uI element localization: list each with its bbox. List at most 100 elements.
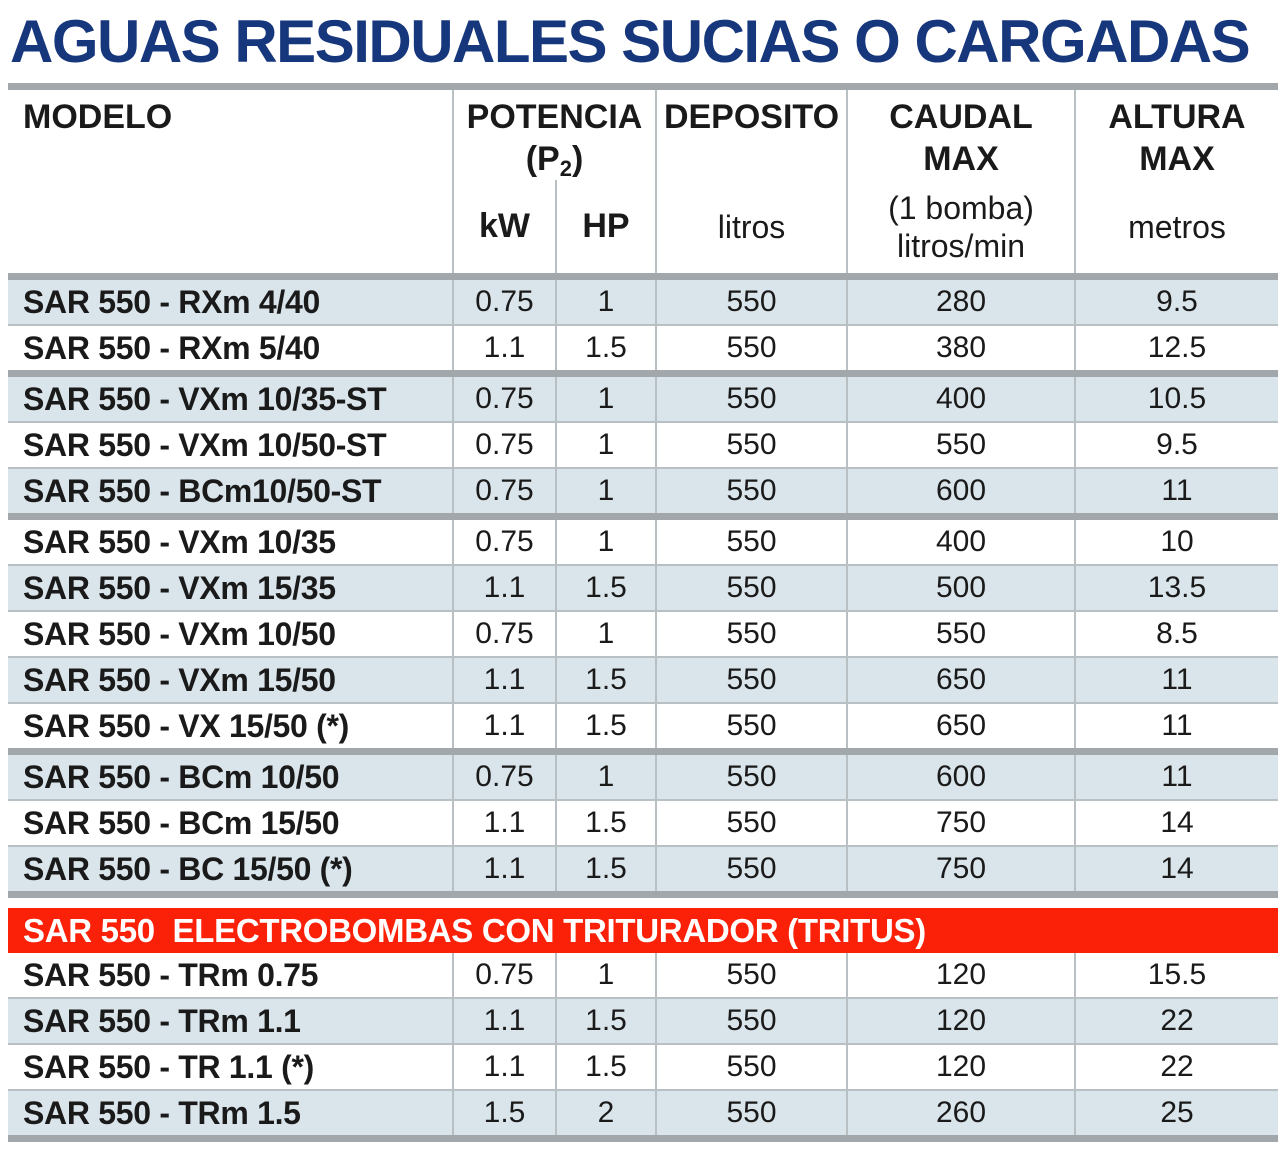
hp-cell: 1.5 — [555, 801, 655, 845]
kw-cell: 1.1 — [452, 999, 555, 1043]
table-row: SAR 550 - TRm 1.5 1.5 2 550 260 25 — [8, 1089, 1278, 1135]
table-row: SAR 550 - TRm 0.75 0.75 1 550 120 15.5 — [8, 953, 1278, 997]
caudal-cell: 260 — [846, 1091, 1074, 1135]
deposito-cell: 550 — [655, 469, 846, 513]
potencia-label: POTENCIA — [466, 98, 643, 136]
column-header-modelo: MODELO — [8, 90, 452, 273]
deposito-cell: 550 — [655, 377, 846, 421]
caudal-cell: 380 — [846, 326, 1074, 370]
altura-cell: 11 — [1074, 755, 1278, 799]
deposito-cell: 550 — [655, 801, 846, 845]
kw-cell: 1.5 — [452, 1091, 555, 1135]
altura-cell: 9.5 — [1074, 280, 1278, 324]
caudal-cell: 120 — [846, 1045, 1074, 1089]
tritus-banner: SAR 550 ELECTROBOMBAS CON TRITURADOR (TR… — [8, 908, 1278, 953]
column-header-caudal: CAUDAL MAX (1 bomba) litros/min — [846, 90, 1074, 273]
model-cell: SAR 550 - VXm 10/35 — [23, 523, 336, 560]
deposito-unit: litros — [717, 208, 786, 245]
kw-cell: 0.75 — [452, 469, 555, 513]
table-row: SAR 550 - VXm 10/35 0.75 1 550 400 10 — [8, 520, 1278, 564]
altura-cell: 11 — [1074, 469, 1278, 513]
deposito-cell: 550 — [655, 566, 846, 610]
table-row: SAR 550 - VXm 10/35-ST 0.75 1 550 400 10.5 — [8, 377, 1278, 421]
kw-cell: 0.75 — [452, 520, 555, 564]
table-header: MODELO POTENCIA (P2) kW HP DEPOSITO litr… — [8, 83, 1278, 280]
kw-cell: 1.1 — [452, 566, 555, 610]
kw-cell: 0.75 — [452, 377, 555, 421]
hp-cell: 1.5 — [555, 847, 655, 891]
deposito-cell: 550 — [655, 423, 846, 467]
model-cell: SAR 550 - BCm 15/50 — [23, 804, 340, 841]
caudal-cell: 650 — [846, 704, 1074, 748]
model-cell: SAR 550 - VX 15/50 (*) — [23, 707, 349, 744]
deposito-cell: 550 — [655, 1091, 846, 1135]
altura-cell: 22 — [1074, 1045, 1278, 1089]
hp-cell: 1 — [555, 377, 655, 421]
hp-cell: 1.5 — [555, 566, 655, 610]
kw-cell: 1.1 — [452, 326, 555, 370]
deposito-cell: 550 — [655, 280, 846, 324]
table-row: SAR 550 - BCm 10/50 0.75 1 550 600 11 — [8, 755, 1278, 799]
hp-cell: 1 — [555, 755, 655, 799]
hp-cell: 1 — [555, 520, 655, 564]
altura-cell: 14 — [1074, 801, 1278, 845]
altura-label-line2: MAX — [1139, 140, 1215, 178]
model-group: SAR 550 - VXm 10/35-ST 0.75 1 550 400 10.5 SAR… — [8, 377, 1278, 520]
table-row: SAR 550 - BC 15/50 (*) 1.1 1.5 550 750 14 — [8, 845, 1278, 891]
altura-cell: 12.5 — [1074, 326, 1278, 370]
deposito-cell: 550 — [655, 999, 846, 1043]
deposito-cell: 550 — [655, 658, 846, 702]
altura-cell: 8.5 — [1074, 612, 1278, 656]
table-body: SAR 550 - RXm 4/40 0.75 1 550 280 9.5 SAR 550 … — [8, 280, 1278, 1142]
altura-cell: 11 — [1074, 704, 1278, 748]
kw-cell: 0.75 — [452, 280, 555, 324]
model-cell: SAR 550 - VXm 10/50-ST — [23, 426, 387, 463]
hp-cell: 1 — [555, 280, 655, 324]
caudal-cell: 650 — [846, 658, 1074, 702]
hp-cell: 2 — [555, 1091, 655, 1135]
table-row: SAR 550 - BCm 15/50 1.1 1.5 550 750 14 — [8, 799, 1278, 845]
column-header-altura: ALTURA MAX metros — [1074, 90, 1278, 273]
altura-cell: 11 — [1074, 658, 1278, 702]
deposito-cell: 550 — [655, 704, 846, 748]
caudal-cell: 600 — [846, 469, 1074, 513]
caudal-note: (1 bomba) — [888, 189, 1034, 226]
deposito-cell: 550 — [655, 520, 846, 564]
table-row: SAR 550 - VX 15/50 (*) 1.1 1.5 550 650 11 — [8, 702, 1278, 748]
deposito-cell: 550 — [655, 953, 846, 997]
hp-cell: 1 — [555, 953, 655, 997]
model-cell: SAR 550 - TRm 0.75 — [23, 956, 319, 993]
hp-cell: 1 — [555, 612, 655, 656]
kw-cell: 0.75 — [452, 423, 555, 467]
table-row: SAR 550 - RXm 5/40 1.1 1.5 550 380 12.5 — [8, 324, 1278, 370]
altura-cell: 10.5 — [1074, 377, 1278, 421]
table-row: SAR 550 - VXm 15/50 1.1 1.5 550 650 11 — [8, 656, 1278, 702]
deposito-label: DEPOSITO — [663, 98, 840, 136]
deposito-cell: 550 — [655, 847, 846, 891]
caudal-cell: 600 — [846, 755, 1074, 799]
caudal-cell: 400 — [846, 520, 1074, 564]
altura-cell: 22 — [1074, 999, 1278, 1043]
deposito-cell: 550 — [655, 755, 846, 799]
caudal-unit: litros/min — [896, 227, 1025, 264]
model-group: SAR 550 - TRm 0.75 0.75 1 550 120 15.5 SAR 550… — [8, 953, 1278, 1142]
altura-cell: 14 — [1074, 847, 1278, 891]
deposito-cell: 550 — [655, 1045, 846, 1089]
table-row: SAR 550 - VXm 15/35 1.1 1.5 550 500 13.5 — [8, 564, 1278, 610]
model-cell: SAR 550 - BC 15/50 (*) — [23, 850, 353, 887]
caudal-cell: 550 — [846, 423, 1074, 467]
model-group: SAR 550 - VXm 10/35 0.75 1 550 400 10 SAR 550 … — [8, 520, 1278, 755]
caudal-label-line2: MAX — [923, 140, 999, 178]
caudal-cell: 120 — [846, 953, 1074, 997]
table-row: SAR 550 - TR 1.1 (*) 1.1 1.5 550 120 22 — [8, 1043, 1278, 1089]
table-row: SAR 550 - VXm 10/50 0.75 1 550 550 8.5 — [8, 610, 1278, 656]
altura-cell: 10 — [1074, 520, 1278, 564]
kw-cell: 1.1 — [452, 1045, 555, 1089]
model-cell: SAR 550 - TR 1.1 (*) — [23, 1048, 314, 1085]
model-cell: SAR 550 - RXm 4/40 — [23, 283, 320, 320]
altura-label-line1: ALTURA — [1108, 98, 1246, 136]
caudal-cell: 750 — [846, 847, 1074, 891]
model-cell: SAR 550 - BCm 10/50 — [23, 758, 340, 795]
page-title: AGUAS RESIDUALES SUCIAS O CARGADAS — [10, 8, 1251, 75]
column-header-potencia: POTENCIA (P2) kW HP — [452, 90, 655, 273]
